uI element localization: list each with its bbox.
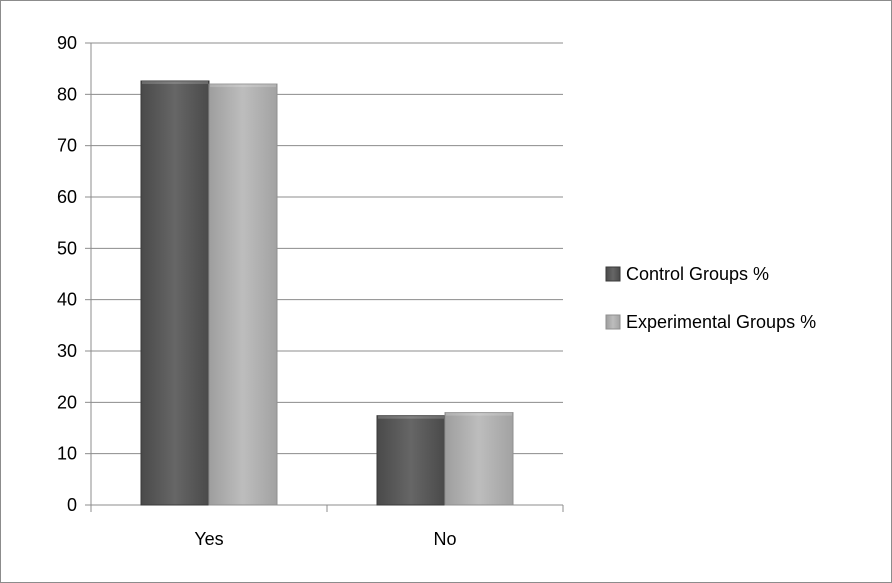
bar-highlight xyxy=(378,415,444,419)
y-tick-label: 0 xyxy=(67,495,77,515)
bar-yes-series-1 xyxy=(208,83,278,506)
tick-labels: 0 10 20 30 40 50 60 70 80 90 Yes No xyxy=(57,33,457,549)
bar-highlight xyxy=(210,84,276,88)
y-tick-label: 30 xyxy=(57,341,77,361)
y-tick-label: 90 xyxy=(57,33,77,53)
y-tick-label: 60 xyxy=(57,187,77,207)
y-tick-label: 70 xyxy=(57,136,77,156)
legend: Control Groups % Experimental Groups % xyxy=(605,264,816,332)
y-tick-label: 50 xyxy=(57,238,77,258)
bar-highlight xyxy=(142,80,208,84)
bar-highlight xyxy=(446,412,512,416)
legend-swatch-1 xyxy=(605,314,621,330)
bar-yes-series-0 xyxy=(140,80,210,506)
bar-no-series-0 xyxy=(376,415,446,506)
bar-no-series-1 xyxy=(444,412,514,506)
bars xyxy=(140,80,514,506)
legend-label-1: Experimental Groups % xyxy=(626,312,816,332)
y-tick-label: 10 xyxy=(57,444,77,464)
legend-label-0: Control Groups % xyxy=(626,264,769,284)
legend-swatch-0 xyxy=(605,266,621,282)
x-tick-label: Yes xyxy=(194,529,223,549)
y-tick-label: 80 xyxy=(57,84,77,104)
y-tick-label: 40 xyxy=(57,290,77,310)
y-tick-label: 20 xyxy=(57,392,77,412)
x-tick-label: No xyxy=(433,529,456,549)
